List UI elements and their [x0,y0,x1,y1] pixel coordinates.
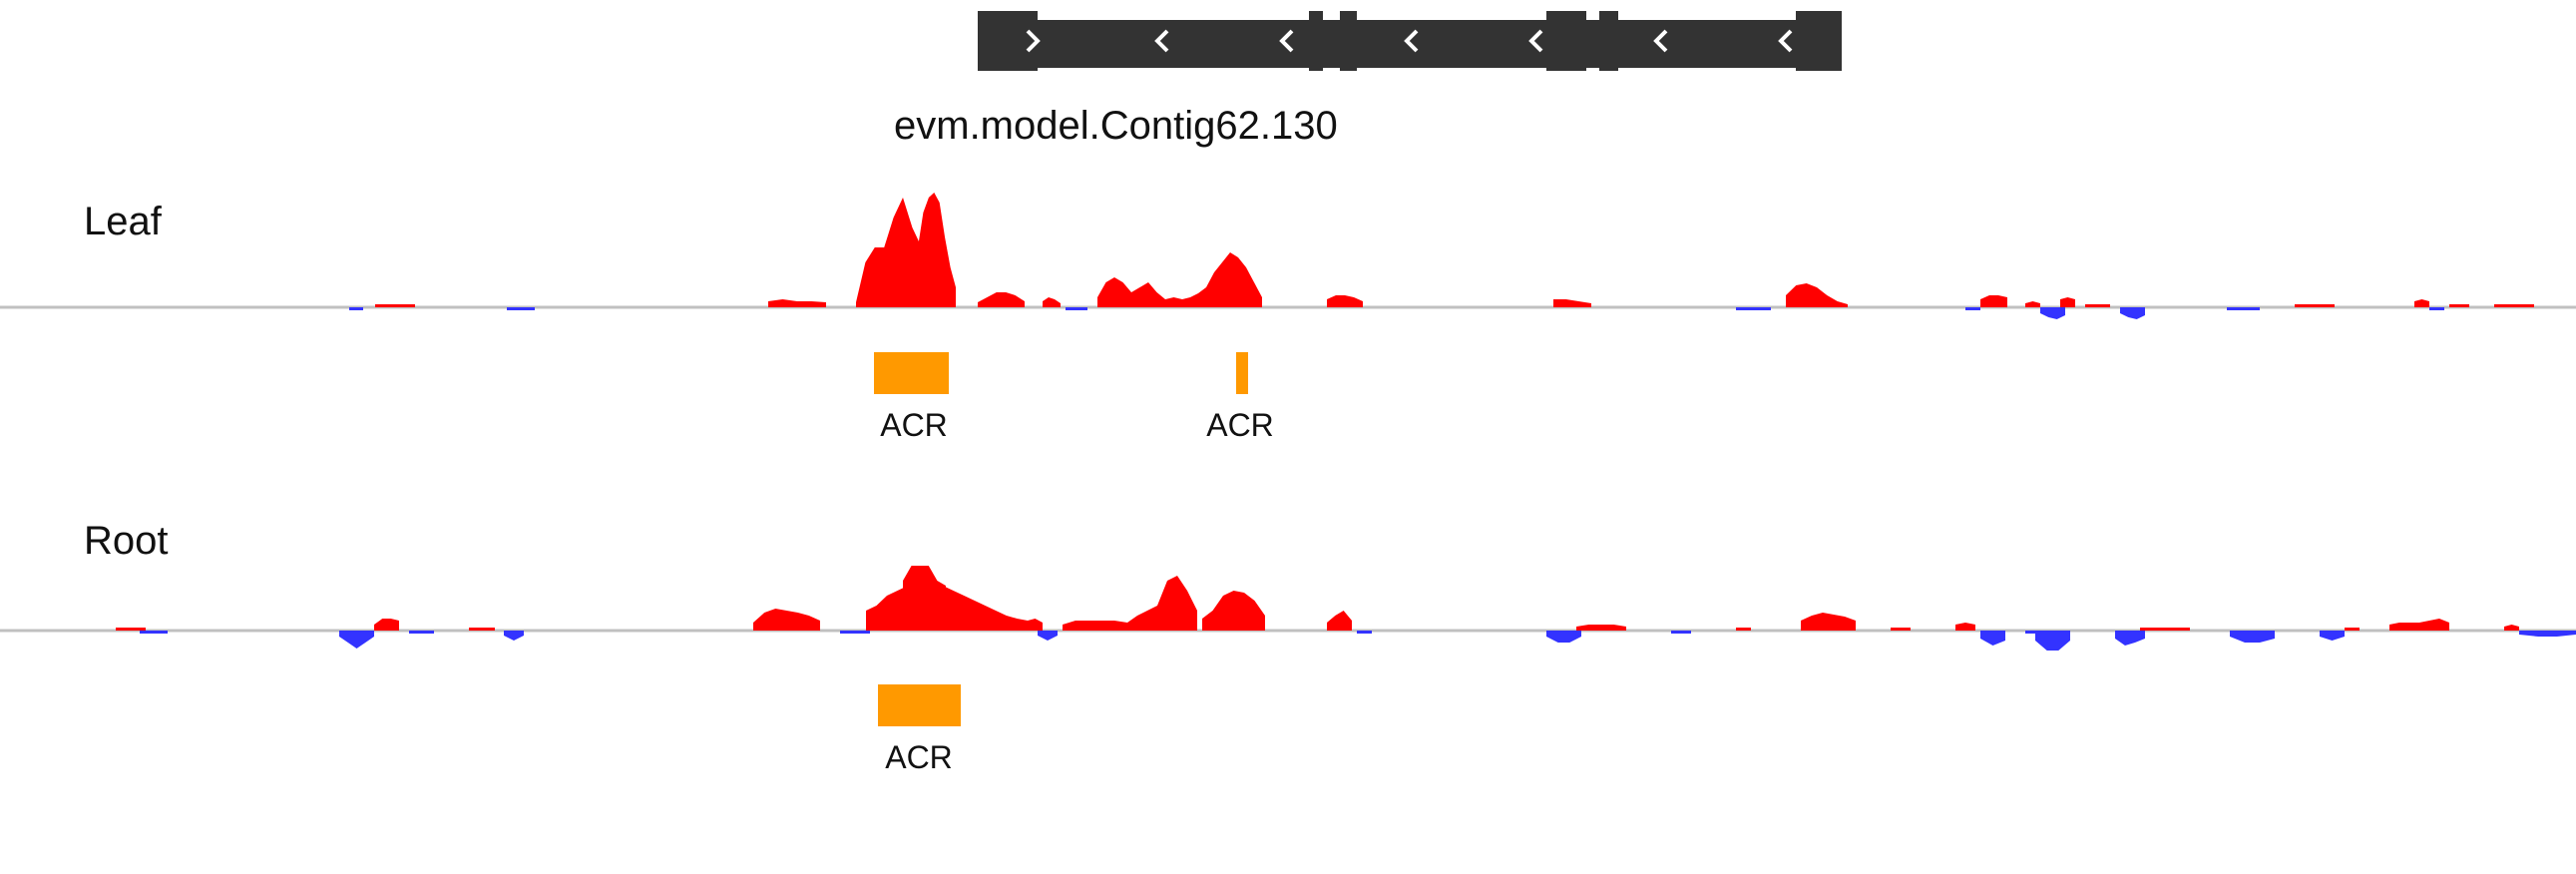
leaf-signal-positive-peak [2085,304,2110,307]
chevron-left-icon [1279,29,1294,53]
root-signal-negative-peak [840,631,870,634]
root-signal-positive-peak [1063,621,1127,631]
root-signal-positive-peak [943,586,1028,631]
gene-exon-block [1309,11,1323,71]
leaf-signal-positive-peak [2025,301,2040,307]
leaf-signal-negative-peak [2227,307,2260,310]
acr-label-leaf-1: ACR [880,407,948,443]
leaf-signal-negative-peak [1066,307,1087,310]
root-signal-negative-peak [2230,631,2275,643]
root-signal-negative-peak [2115,631,2145,646]
root-signal-positive-peak [2345,628,2360,631]
root-signal-negative-peak [1546,631,1581,643]
root-signal-positive-peak [374,619,399,631]
gene-model-label: evm.model.Contig62.130 [894,104,1338,148]
root-signal-positive-peak [1327,611,1352,631]
gene-exon-block [1340,11,1357,71]
leaf-signal-positive-peak [1980,295,2007,307]
leaf-signal-positive-peak [375,304,415,307]
leaf-signal-positive-peak [1786,283,1848,307]
leaf-signal-positive-peak [1327,295,1363,307]
acr-region-leaf-1 [874,352,949,394]
leaf-signal-positive-peak [978,292,1025,307]
root-signal-positive-peak [1576,625,1626,631]
chevron-right-icon [1026,29,1041,53]
gene-exon-block [978,11,1038,71]
leaf-signal-negative-peak [2040,307,2065,319]
gene-exon-block [1599,11,1618,71]
leaf-signal-positive-peak [1097,277,1182,307]
leaf-signal-negative-peak [349,307,363,310]
leaf-signal-negative-peak [1965,307,1980,310]
leaf-signal-positive-peak [2494,304,2534,307]
leaf-signal-positive-peak [2449,304,2469,307]
root-signal-positive-peak [1202,591,1265,631]
root-signal-negative-peak [1357,631,1372,634]
root-signal-positive-peak [2140,628,2190,631]
gene-exon-block [1546,11,1586,71]
chevron-left-icon [1154,29,1169,53]
leaf-signal-negative-peak [1736,307,1771,310]
root-signal-negative-peak [2519,631,2576,637]
root-signal-negative-peak [409,631,434,634]
root-signal-positive-peak [469,628,495,631]
root-signal-positive-peak [1127,576,1197,631]
track-label-leaf: Leaf [84,200,162,243]
acr-region-leaf-2 [1236,352,1248,394]
leaf-signal-negative-peak [2429,307,2444,310]
root-signal-negative-peak [1980,631,2005,646]
leaf-signal-positive-peak [2060,297,2075,307]
leaf-signal-positive-peak [768,299,826,307]
leaf-signal-positive-peak [2295,304,2335,307]
leaf-signal-negative-peak [2120,307,2145,319]
root-signal-positive-peak [2504,625,2519,631]
leaf-signal-positive-peak [2414,299,2429,307]
track-label-root: Root [84,519,169,563]
leaf-signal-positive-peak [1043,297,1061,307]
root-signal-positive-peak [1891,628,1911,631]
root-signal-negative-peak [140,631,168,634]
root-signal-positive-peak [1028,619,1043,631]
root-signal-negative-peak [339,631,374,649]
chevron-left-icon [1778,29,1793,53]
root-signal-negative-peak [1038,631,1058,641]
root-signal-negative-peak [1671,631,1691,634]
root-signal-negative-peak [504,631,524,641]
gene-exon-block [1796,11,1842,71]
acr-label-root-1: ACR [885,739,953,775]
chevron-left-icon [1653,29,1668,53]
root-signal-positive-peak [1736,628,1751,631]
acr-label-leaf-2: ACR [1206,407,1274,443]
chevron-left-icon [1528,29,1543,53]
root-signal-positive-peak [1955,623,1975,631]
root-signal-positive-peak [1801,613,1856,631]
root-signal-positive-peak [2389,619,2449,631]
root-signal-negative-peak [2035,631,2070,651]
root-signal-positive-peak [753,609,820,631]
leaf-signal-positive-peak [918,193,956,307]
chevron-left-icon [1404,29,1419,53]
root-signal-positive-peak [116,628,146,631]
root-signal-positive-peak [866,586,908,631]
root-signal-positive-peak [903,566,946,631]
leaf-signal-negative-peak [507,307,535,310]
acr-region-root-1 [878,684,961,726]
root-signal-negative-peak [2320,631,2345,641]
leaf-signal-positive-peak [1553,299,1591,307]
leaf-signal-positive-peak [1182,252,1262,307]
